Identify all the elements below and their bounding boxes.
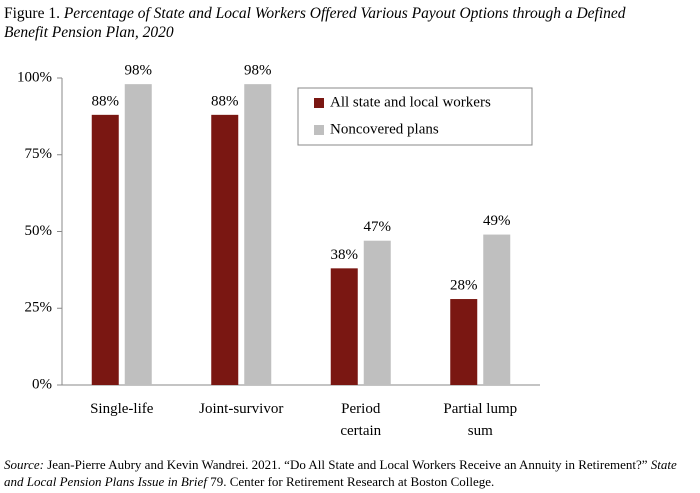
bar [211,114,239,385]
legend-label: Noncovered plans [330,121,439,137]
chart-title: Percentage of State and Local Workers Of… [4,5,626,41]
y-tick-label: 0% [32,376,52,392]
legend-box [297,87,533,146]
x-tick-label: Period certain [340,401,381,439]
chart-title-block: Figure 1. Percentage of State and Local … [4,4,644,42]
value-label: 88% [211,93,239,109]
bar [483,234,511,385]
source-label: Source: [4,457,44,472]
legend-swatch [314,98,324,108]
bar [330,268,358,385]
bar [450,299,478,385]
value-label: 28% [450,277,478,293]
title-prefix: Figure 1. [4,5,60,22]
x-tick-label: Joint-survivor [199,401,283,417]
value-label: 38% [331,247,359,263]
y-tick-label: 50% [25,223,53,239]
value-label: 88% [92,93,120,109]
bar [124,84,152,385]
x-tick-label: Single-life [90,401,154,417]
source-publication: State and Local Pension Plans Issue in B… [4,457,677,489]
bar [244,84,272,385]
legend-swatch [314,125,324,135]
source-note: Source: Jean-Pierre Aubry and Kevin Wand… [4,456,696,490]
y-tick-label: 25% [25,300,53,316]
value-label: 98% [244,63,272,79]
y-tick-label: 75% [25,146,53,162]
source-text: 79. Center for Retirement Research at Bo… [210,474,495,489]
bar [91,114,119,385]
chart: 0% 25% 50% 75% 100% Single-life 88% 98% Joint-su… [17,63,540,439]
legend-label: All state and local workers [330,94,491,110]
x-tick-label: Partial lump sum [443,401,517,439]
source-text: Jean-Pierre Aubry and Kevin Wandrei. 202… [47,457,648,472]
y-tick-label: 100% [17,69,52,85]
value-label: 98% [125,63,153,79]
bar [363,240,391,385]
value-label: 47% [364,219,392,235]
value-label: 49% [483,213,511,229]
